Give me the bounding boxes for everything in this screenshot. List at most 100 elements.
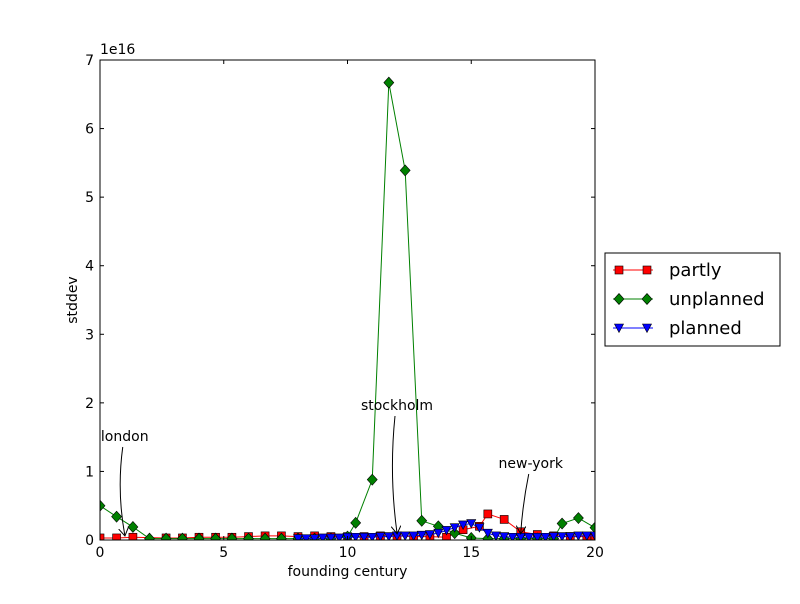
series-partly-point bbox=[112, 533, 121, 540]
series-unplanned-point bbox=[350, 516, 362, 529]
legend-label: partly bbox=[669, 260, 722, 281]
series-planned-point bbox=[565, 532, 576, 540]
legend-marker bbox=[642, 323, 652, 334]
series-planned-point bbox=[433, 528, 444, 539]
legend-entry-planned: planned bbox=[613, 318, 742, 339]
series-unplanned-point bbox=[210, 532, 221, 540]
legend: partly unplanned planned bbox=[604, 252, 781, 347]
x-tick-label: 10 bbox=[339, 545, 357, 561]
x-tick-label: 5 bbox=[219, 545, 228, 561]
series-unplanned-point bbox=[127, 521, 139, 533]
x-tick-label: 15 bbox=[462, 545, 480, 561]
y-offset-label: 1e16 bbox=[100, 42, 135, 58]
series-planned-point bbox=[482, 528, 493, 539]
legend-label: unplanned bbox=[669, 289, 765, 310]
series-planned-point bbox=[375, 532, 386, 540]
series-layer bbox=[100, 76, 595, 540]
y-tick-label: 1 bbox=[85, 464, 94, 480]
legend-marker bbox=[641, 293, 653, 305]
series-planned-point bbox=[317, 533, 328, 540]
series-unplanned-point bbox=[144, 532, 155, 540]
series-planned-point bbox=[466, 519, 477, 529]
series-unplanned-point bbox=[100, 499, 106, 512]
series-unplanned-point bbox=[276, 532, 287, 540]
annotation-london: london bbox=[101, 429, 149, 535]
annotation-label: stockholm bbox=[361, 398, 433, 414]
legend-label: planned bbox=[669, 318, 742, 339]
series-planned-point bbox=[557, 532, 568, 540]
series-unplanned-point bbox=[193, 532, 205, 540]
legend-marker bbox=[613, 293, 625, 305]
series-unplanned-point bbox=[399, 164, 411, 177]
y-tick-label: 0 bbox=[85, 533, 94, 549]
series-unplanned-point bbox=[416, 514, 428, 527]
series-unplanned-point bbox=[259, 532, 271, 540]
y-tick-label: 2 bbox=[85, 396, 94, 412]
series-planned-point bbox=[424, 530, 435, 540]
series-planned-point bbox=[499, 532, 510, 540]
series-partly-point bbox=[499, 515, 509, 524]
series-planned-point bbox=[416, 530, 427, 540]
series-unplanned-point bbox=[556, 517, 568, 530]
series-unplanned-point bbox=[243, 532, 254, 540]
x-tick-label: 0 bbox=[96, 545, 105, 561]
legend-entry-unplanned: unplanned bbox=[613, 289, 765, 310]
y-tick-label: 7 bbox=[85, 53, 94, 69]
series-planned-point bbox=[367, 532, 378, 540]
series-planned-point bbox=[590, 531, 595, 540]
series-planned-point bbox=[408, 531, 419, 540]
series-planned-point bbox=[293, 534, 303, 540]
series-planned-point bbox=[491, 531, 501, 540]
annotation-new-york: new-york bbox=[499, 456, 564, 533]
y-tick-label: 4 bbox=[85, 259, 94, 275]
annotation-stockholm: stockholm bbox=[361, 398, 433, 533]
series-partly-point bbox=[483, 509, 493, 519]
series-planned-point bbox=[400, 531, 411, 540]
series-planned-point bbox=[350, 532, 361, 540]
y-tick-label: 6 bbox=[85, 122, 94, 138]
tick-layer: 0 5 10 15 20 0 1 2 3 4 5 6 7 bbox=[85, 53, 604, 561]
legend-marker bbox=[642, 265, 652, 275]
series-unplanned-point bbox=[449, 527, 461, 540]
series-unplanned-point bbox=[160, 532, 172, 540]
series-planned-point bbox=[359, 532, 370, 540]
series-planned-point bbox=[573, 531, 584, 540]
legend-entry-partly: partly bbox=[613, 260, 722, 281]
legend-marker bbox=[614, 323, 624, 334]
series-planned-point bbox=[383, 532, 394, 540]
annotation-arrow bbox=[392, 415, 397, 533]
series-planned-point bbox=[532, 532, 543, 540]
series-planned-point bbox=[507, 532, 518, 540]
plot-area bbox=[100, 60, 595, 540]
series-planned-point bbox=[474, 523, 485, 533]
series-planned-point bbox=[581, 531, 592, 540]
series-planned-point bbox=[540, 532, 551, 540]
series-planned-point bbox=[548, 532, 559, 540]
series-planned-point bbox=[458, 520, 469, 531]
y-tick-label: 3 bbox=[85, 327, 94, 343]
y-axis-label: stddev bbox=[65, 276, 81, 323]
series-unplanned-point bbox=[589, 521, 595, 534]
series-planned bbox=[293, 519, 595, 540]
series-unplanned-point bbox=[226, 532, 238, 540]
series-unplanned-point bbox=[111, 510, 122, 523]
series-unplanned-point bbox=[177, 532, 188, 540]
series-partly-point bbox=[128, 532, 138, 540]
series-planned-point bbox=[325, 533, 336, 540]
series-planned-point bbox=[449, 523, 460, 533]
series-planned-point bbox=[309, 534, 320, 540]
x-tick-label: 20 bbox=[586, 545, 604, 561]
legend-marker bbox=[614, 265, 624, 275]
series-unplanned-point bbox=[573, 512, 584, 525]
annotation-arrow bbox=[521, 473, 530, 533]
x-axis-label: founding century bbox=[288, 564, 408, 580]
annotation-label: new-york bbox=[499, 456, 564, 472]
series-unplanned-point bbox=[383, 76, 395, 89]
series-planned-point bbox=[523, 532, 534, 540]
annotation-arrow bbox=[120, 446, 125, 535]
series-partly-point bbox=[100, 533, 105, 540]
series-planned-point bbox=[301, 534, 312, 540]
y-tick-label: 5 bbox=[85, 190, 94, 206]
